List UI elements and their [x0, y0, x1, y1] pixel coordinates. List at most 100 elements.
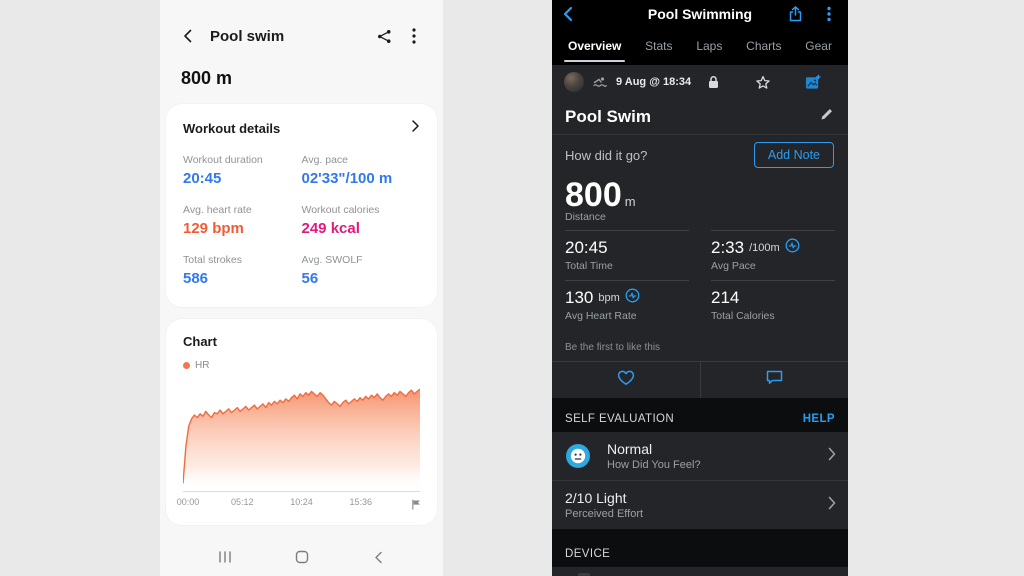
feel-row[interactable]: Normal How Did You Feel? — [552, 432, 848, 481]
chart-x-axis — [183, 491, 420, 492]
social-actions-row — [552, 361, 848, 398]
metric-label: Total Time — [565, 260, 613, 272]
more-options-icon[interactable] — [820, 5, 838, 23]
device-sync-icon — [625, 288, 640, 308]
metric-label: Avg Pace — [711, 260, 756, 272]
metric-label: Total strokes — [183, 254, 242, 266]
metric-label: Avg. SWOLF — [301, 254, 363, 266]
favorite-star-icon[interactable] — [755, 74, 771, 90]
device-header-bar: DEVICE — [552, 529, 848, 567]
heart-icon — [617, 370, 635, 391]
metric-cell: 214 Total Calories — [711, 280, 835, 330]
finish-flag-icon — [411, 497, 422, 515]
private-lock-icon[interactable] — [705, 74, 721, 90]
section-title: SELF EVALUATION — [565, 413, 675, 425]
samsung-header: Pool swim — [160, 0, 443, 46]
workout-metric: Avg. heart rate 129 bpm — [183, 204, 302, 237]
activity-title: Pool Swim — [565, 106, 651, 126]
hr-area-chart: 00:00 05:12 10:24 15:36 — [177, 379, 422, 515]
x-tick-label: 00:00 — [176, 497, 200, 507]
x-tick-label: 10:24 — [290, 497, 313, 507]
chart-card: Chart HR — [166, 319, 437, 525]
chevron-right-icon — [828, 447, 836, 465]
metric-cell: 2:33/100m Avg Pace — [711, 230, 835, 280]
workout-metric: Workout duration 20:45 — [183, 154, 302, 187]
tab-stats[interactable]: Stats — [645, 39, 673, 53]
hr-legend-dot — [183, 362, 190, 369]
samsung-health-panel: Pool swim 800 m Workout details Workout … — [160, 0, 443, 576]
metric-label: Workout calories — [301, 204, 380, 216]
section-title: DEVICE — [565, 548, 611, 560]
tab-charts[interactable]: Charts — [746, 39, 782, 53]
page-title: Pool swim — [210, 27, 285, 45]
metric-unit: bpm — [598, 292, 620, 304]
summary-metrics-grid: 20:45 Total Time 2:33/100m Avg Pace 130 bpm Av… — [552, 230, 848, 330]
comment-icon — [766, 370, 783, 390]
garmin-header: Pool Swimming — [552, 0, 848, 27]
distance-unit: m — [624, 194, 636, 209]
comment-button[interactable] — [699, 362, 849, 398]
workout-details-title: Workout details — [183, 121, 281, 136]
help-link[interactable]: HELP — [802, 413, 835, 425]
share-icon[interactable] — [786, 5, 804, 23]
metric-value: 20:45 — [183, 170, 222, 187]
avatar[interactable] — [564, 72, 584, 92]
workout-metric: Total strokes 586 — [183, 254, 302, 287]
chart-x-ticks: 00:00 05:12 10:24 15:36 — [177, 497, 422, 515]
workout-metric: Workout calories 249 kcal — [302, 204, 421, 237]
activity-datetime: 9 Aug @ 18:34 — [616, 76, 692, 88]
swim-activity-icon — [592, 74, 608, 90]
back-icon[interactable] — [180, 26, 200, 46]
total-distance: 800 m — [181, 68, 233, 88]
metric-cell: 130 bpm Avg Heart Rate — [565, 280, 689, 330]
chevron-right-icon — [828, 496, 836, 514]
metric-value: 56 — [301, 270, 319, 287]
distance-value: 800 — [565, 176, 622, 214]
device-image-partial — [578, 573, 590, 576]
metric-value: 20:45 — [565, 238, 608, 257]
distance-label: Distance — [565, 211, 606, 223]
nav-back-button[interactable] — [368, 549, 390, 565]
effort-value: 2/10 Light — [565, 490, 627, 506]
share-icon[interactable] — [373, 26, 395, 46]
tab-laps[interactable]: Laps — [696, 39, 723, 53]
tab-gear[interactable]: Gear — [805, 39, 832, 53]
add-photo-icon[interactable] — [805, 74, 821, 90]
edit-icon[interactable] — [820, 107, 834, 126]
distance-block: 800 m Distance — [552, 175, 848, 230]
self-evaluation-header-bar: SELF EVALUATION HELP — [552, 398, 848, 432]
metric-label: Avg Heart Rate — [565, 310, 637, 322]
perceived-effort-row[interactable]: 2/10 Light Perceived Effort — [552, 481, 848, 529]
note-prompt: How did it go? — [565, 147, 648, 163]
x-tick-label: 05:12 — [230, 497, 254, 507]
metric-label: Workout duration — [183, 154, 263, 166]
recent-apps-button[interactable] — [214, 549, 236, 565]
workout-details-card[interactable]: Workout details Workout duration 20:45 Avg… — [166, 104, 437, 307]
metric-label: Total Calories — [711, 310, 775, 322]
hr-chart-svg — [183, 388, 420, 491]
hr-legend-label: HR — [195, 360, 210, 371]
tab-overview[interactable]: Overview — [563, 27, 626, 65]
chart-title: Chart — [183, 334, 217, 349]
device-section-partial — [552, 567, 848, 576]
add-note-button[interactable]: Add Note — [753, 142, 834, 168]
workout-metrics-grid: Workout duration 20:45 Avg. pace 02'33"/100… — [183, 154, 420, 287]
metric-value: 249 kcal — [301, 220, 360, 237]
more-options-icon[interactable] — [403, 26, 425, 46]
android-nav-bar — [160, 544, 443, 570]
activity-title-row: Pool Swim — [552, 99, 848, 135]
back-icon[interactable] — [562, 5, 580, 23]
metric-label: Avg. heart rate — [183, 204, 252, 216]
metric-value: 02'33"/100 m — [301, 170, 393, 187]
chevron-right-icon — [411, 119, 420, 138]
workout-metric: Avg. SWOLF 56 — [302, 254, 421, 287]
feel-label: How Did You Feel? — [607, 459, 701, 471]
feel-value: Normal — [607, 441, 653, 457]
like-button[interactable] — [552, 362, 700, 398]
device-sync-icon — [785, 238, 800, 258]
metric-value: 129 bpm — [183, 220, 244, 237]
metric-value: 130 — [565, 288, 594, 307]
home-button[interactable] — [291, 549, 313, 565]
like-prompt: Be the first to like this — [565, 342, 661, 353]
effort-label: Perceived Effort — [565, 508, 644, 520]
